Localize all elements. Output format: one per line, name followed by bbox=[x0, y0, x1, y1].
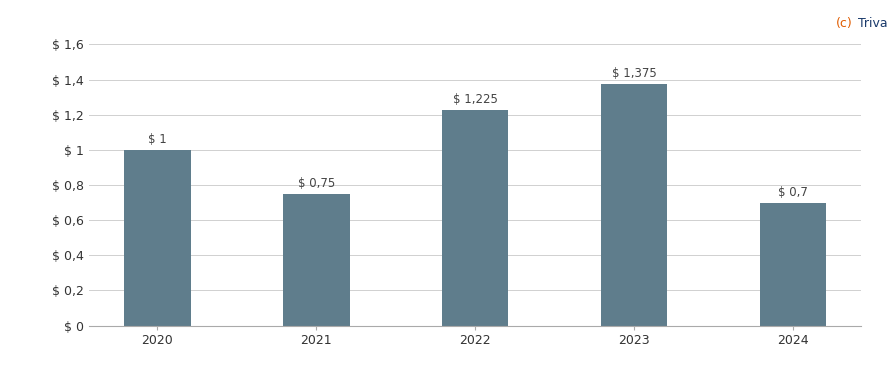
Bar bbox=[282, 194, 350, 326]
Text: $ 1,375: $ 1,375 bbox=[612, 67, 656, 80]
Text: $ 0,75: $ 0,75 bbox=[297, 177, 335, 190]
Bar bbox=[759, 202, 826, 326]
Text: $ 0,7: $ 0,7 bbox=[778, 186, 808, 199]
Text: $ 1,225: $ 1,225 bbox=[453, 94, 497, 107]
Bar bbox=[600, 84, 668, 326]
Text: (c): (c) bbox=[836, 17, 852, 30]
Text: $ 1: $ 1 bbox=[148, 133, 167, 146]
Text: Trivano.com: Trivano.com bbox=[854, 17, 888, 30]
Bar bbox=[124, 150, 191, 326]
Bar bbox=[441, 110, 509, 326]
